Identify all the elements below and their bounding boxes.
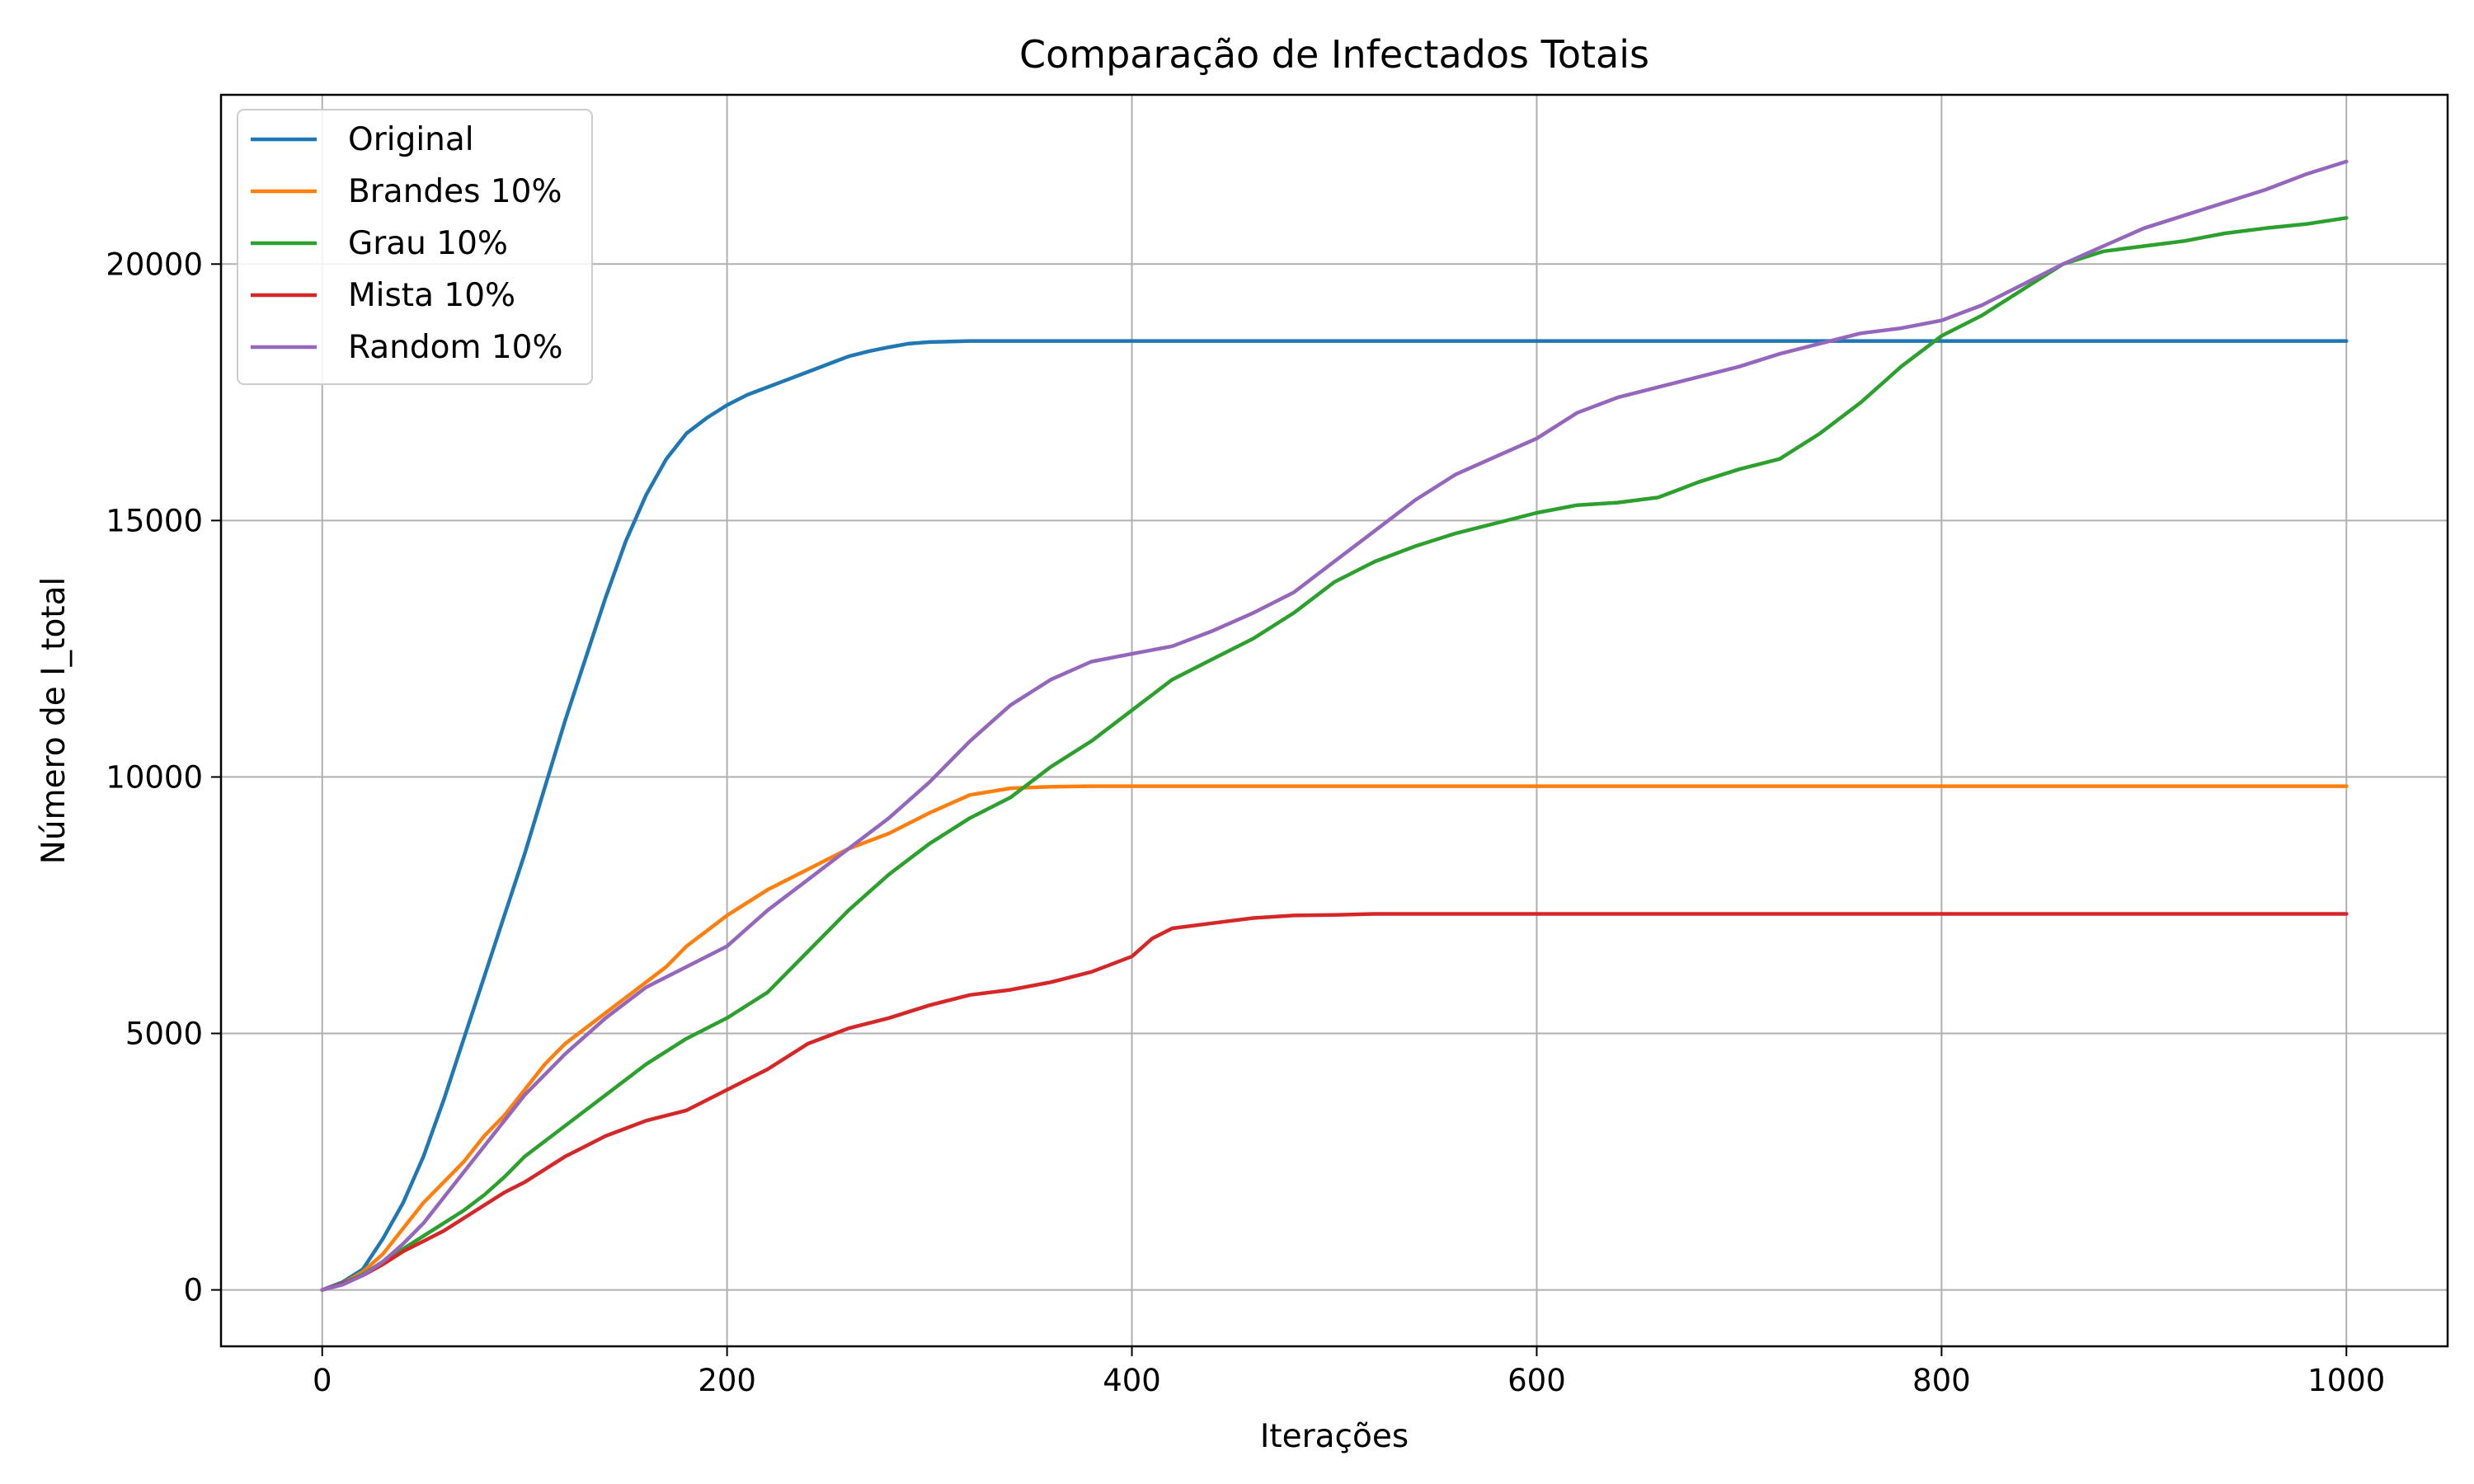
legend-label: Random 10% (348, 329, 563, 366)
legend-label: Original (348, 121, 474, 158)
grid (221, 95, 2448, 1346)
chart-title: Comparação de Infectados Totais (1019, 32, 1649, 77)
x-tick-label: 1000 (2307, 1363, 2385, 1398)
legend-label: Mista 10% (348, 277, 515, 314)
x-tick-label: 800 (1912, 1363, 1971, 1398)
series-line-random-10 (320, 159, 2349, 1292)
y-tick-label: 5000 (125, 1017, 203, 1052)
x-tick-label: 600 (1507, 1363, 1566, 1398)
y-axis-title: Número de I_total (35, 577, 73, 865)
legend-frame (237, 109, 593, 385)
series-lines (320, 159, 2349, 1292)
x-tick-label: 400 (1103, 1363, 1161, 1398)
x-tick-label: 0 (313, 1363, 332, 1398)
series-line-grau-10 (320, 216, 2349, 1292)
series-line-brandes-10 (320, 784, 2349, 1292)
y-tick-label: 20000 (106, 247, 203, 282)
series-line-mista-10 (320, 912, 2349, 1292)
y-tick-label: 10000 (106, 759, 203, 795)
x-axis-title: Iterações (1260, 1418, 1409, 1455)
series-line-original (320, 339, 2349, 1292)
legend-label: Grau 10% (348, 225, 508, 262)
x-tick-label: 200 (698, 1363, 756, 1398)
legend-label: Brandes 10% (348, 173, 562, 210)
plot-area-frame (219, 93, 2449, 1348)
y-tick-label: 0 (183, 1273, 203, 1308)
y-tick-label: 15000 (106, 503, 203, 538)
legend: Original Brandes 10% Grau 10% Mista 10% Rand… (237, 109, 593, 385)
